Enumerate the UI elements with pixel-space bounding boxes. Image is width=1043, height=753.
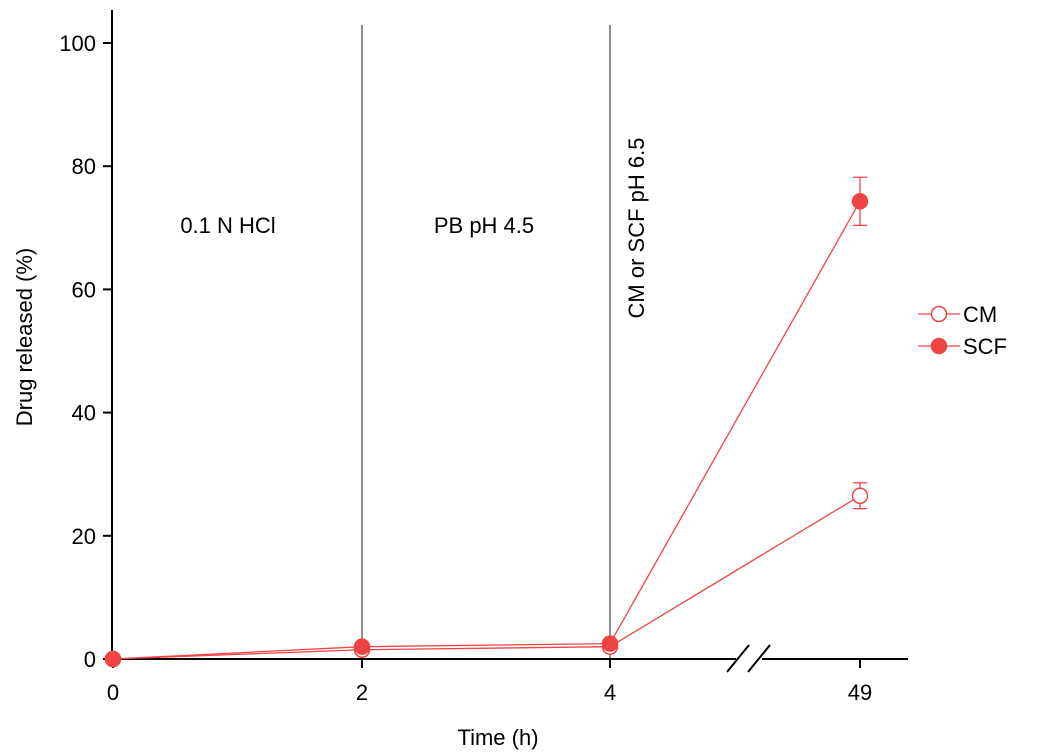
x-tick-label: 4 <box>604 680 616 705</box>
x-tick-label: 2 <box>356 680 368 705</box>
y-tick-label: 80 <box>72 154 96 179</box>
legend-label-cm: CM <box>963 302 997 327</box>
series-line-cm <box>112 495 861 660</box>
y-axis-title: Drug released (%) <box>12 248 37 427</box>
series-line-scf <box>112 200 861 660</box>
y-tick-label: 60 <box>72 277 96 302</box>
legend-marker-cm <box>930 305 948 323</box>
legend-label-scf: SCF <box>963 334 1007 359</box>
y-tick-label: 0 <box>84 647 96 672</box>
data-point-cm <box>851 487 869 505</box>
axis-ticks: 0 20 40 60 80 100 0 2 4 49 <box>59 31 872 705</box>
data-series <box>104 176 869 668</box>
data-point-scf <box>353 638 371 655</box>
phase-annotations: 0.1 N HCl PB pH 4.5 CM or SCF pH 6.5 <box>180 138 649 319</box>
axis-break-mark <box>747 644 771 673</box>
axes <box>111 10 908 673</box>
x-axis-title: Time (h) <box>457 725 538 750</box>
y-tick-label: 40 <box>72 401 96 426</box>
x-tick-label: 49 <box>848 680 872 705</box>
annotation-hcl: 0.1 N HCl <box>180 213 275 238</box>
data-point-scf <box>601 635 619 652</box>
legend-marker-scf <box>930 337 948 355</box>
legend: CM SCF <box>918 302 1007 359</box>
data-point-scf <box>104 650 122 668</box>
axis-break-mark <box>726 644 750 673</box>
phase-dividers <box>361 25 611 659</box>
annotation-cm-scf: CM or SCF pH 6.5 <box>624 138 649 319</box>
y-tick-label: 100 <box>59 31 96 56</box>
y-tick-label: 20 <box>72 524 96 549</box>
data-point-scf <box>851 193 869 210</box>
x-tick-label: 0 <box>107 680 119 705</box>
annotation-pb: PB pH 4.5 <box>434 213 534 238</box>
